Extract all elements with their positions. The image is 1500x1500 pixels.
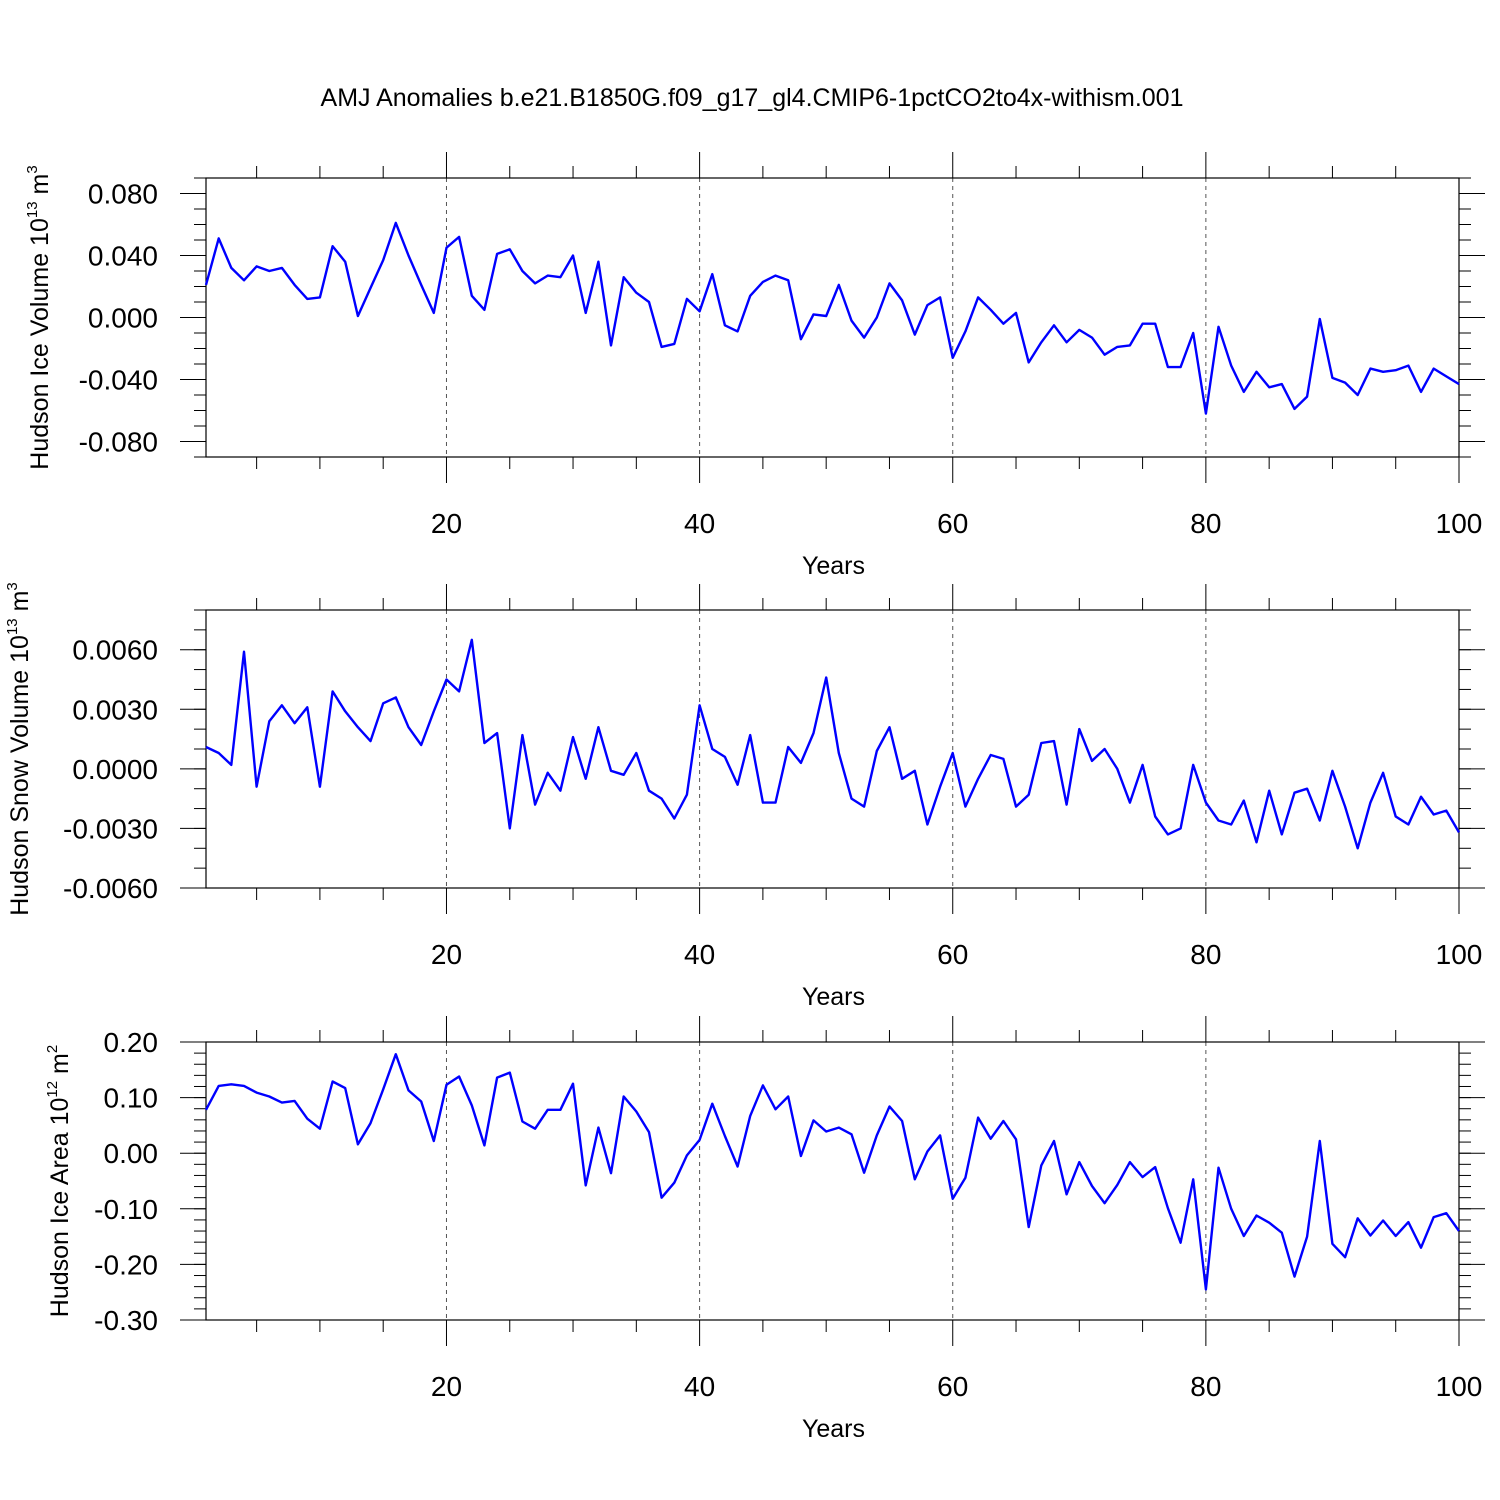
x-tick-label: 40 — [684, 939, 715, 970]
y-axis-label-exponent: 12 — [44, 1081, 61, 1098]
y-axis-label-text: m — [46, 1053, 74, 1081]
y-axis-label-text: Hudson Ice Volume 10 — [26, 218, 54, 470]
y-tick-label: -0.040 — [79, 365, 158, 396]
x-tick-label: 20 — [431, 1371, 462, 1402]
y-axis-label-exponent: 2 — [44, 1045, 61, 1053]
y-tick-label: 0.000 — [88, 303, 158, 334]
y-axis-label-exponent: 3 — [4, 582, 21, 590]
x-tick-label: 80 — [1190, 508, 1221, 539]
y-tick-label: 0.0060 — [72, 635, 158, 666]
panel-3: 20 40 60 80 100 0.20 0.10 0.00 -0.10 -0.20 -0.30 Ye… — [44, 1016, 1485, 1443]
y-tick-label: -0.0060 — [63, 873, 158, 904]
x-tick-label: 60 — [937, 508, 968, 539]
chart-title: AMJ Anomalies b.e21.B1850G.f09_g17_gl4.C… — [321, 84, 1184, 112]
y-axis-label-text: Hudson Ice Area 10 — [46, 1098, 74, 1318]
y-axis-label: Hudson Snow Volume 1013 m3 — [4, 582, 34, 916]
y-tick-label: -0.30 — [94, 1305, 158, 1336]
x-tick-label: 60 — [937, 939, 968, 970]
x-tick-label: 20 — [431, 939, 462, 970]
x-axis-label: Years — [802, 552, 865, 580]
panel-1: 20 40 60 80 100 0.080 0.040 0.000 -0.040 -0.080 Ye… — [24, 152, 1485, 580]
x-axis-label: Years — [802, 983, 865, 1011]
y-tick-label: 0.0030 — [72, 694, 158, 725]
x-tick-label: 60 — [937, 1371, 968, 1402]
x-tick-label: 100 — [1436, 508, 1483, 539]
x-tick-label: 80 — [1190, 1371, 1221, 1402]
y-tick-label: -0.20 — [94, 1249, 158, 1280]
x-tick-label: 80 — [1190, 939, 1221, 970]
y-tick-label: 0.10 — [104, 1083, 159, 1114]
y-axis-label-text: Hudson Snow Volume 10 — [6, 635, 34, 916]
series-line — [204, 221, 1460, 415]
panel-2: 20 40 60 80 100 0.0060 0.0030 0.0000 -0.0030 -0.0… — [4, 582, 1485, 1011]
series-line — [204, 1052, 1460, 1291]
y-axis-label-text: m — [6, 591, 34, 619]
plot-frame — [205, 177, 1460, 458]
y-axis-label-exponent: 13 — [24, 201, 41, 218]
panels: 20 40 60 80 100 0.080 0.040 0.000 -0.040 -0.080 Ye… — [4, 152, 1485, 1443]
y-axis-label-text: m — [26, 174, 54, 202]
y-tick-label: 0.040 — [88, 241, 158, 272]
y-tick-label: 0.20 — [104, 1027, 159, 1058]
x-tick-label: 40 — [684, 508, 715, 539]
y-axis-label: Hudson Ice Volume 1013 m3 — [24, 165, 54, 469]
y-axis-label-exponent: 3 — [24, 165, 41, 173]
plot-frame — [205, 1041, 1460, 1321]
plot-frame — [205, 609, 1460, 889]
y-axis-label-exponent: 13 — [4, 618, 21, 635]
x-tick-label: 40 — [684, 1371, 715, 1402]
y-axis-label: Hudson Ice Area 1012 m2 — [44, 1045, 74, 1317]
series-line — [205, 638, 1461, 850]
x-tick-label: 100 — [1436, 939, 1483, 970]
x-tick-label: 100 — [1436, 1371, 1483, 1402]
y-tick-label: 0.0000 — [72, 754, 158, 785]
y-tick-label: -0.080 — [79, 427, 158, 458]
x-tick-label: 20 — [431, 508, 462, 539]
y-tick-label: 0.080 — [88, 179, 158, 210]
y-tick-label: -0.0030 — [63, 813, 158, 844]
x-axis-label: Years — [802, 1415, 865, 1443]
y-tick-label: 0.00 — [104, 1138, 159, 1169]
y-tick-label: -0.10 — [94, 1194, 158, 1225]
